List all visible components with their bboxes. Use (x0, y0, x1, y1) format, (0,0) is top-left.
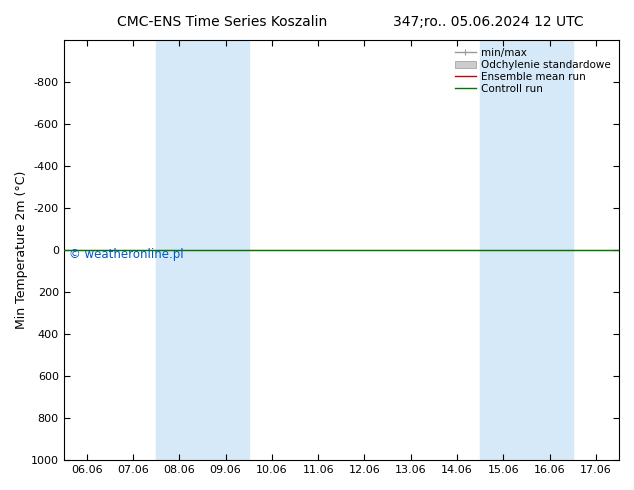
Y-axis label: Min Temperature 2m (°C): Min Temperature 2m (°C) (15, 171, 28, 329)
Text: © weatheronline.pl: © weatheronline.pl (69, 248, 184, 261)
Text: 347;ro.. 05.06.2024 12 UTC: 347;ro.. 05.06.2024 12 UTC (393, 15, 583, 29)
Legend: min/max, Odchylenie standardowe, Ensemble mean run, Controll run: min/max, Odchylenie standardowe, Ensembl… (452, 45, 614, 97)
Bar (156, 40, 249, 460)
Text: CMC-ENS Time Series Koszalin: CMC-ENS Time Series Koszalin (117, 15, 327, 29)
Bar (480, 40, 573, 460)
